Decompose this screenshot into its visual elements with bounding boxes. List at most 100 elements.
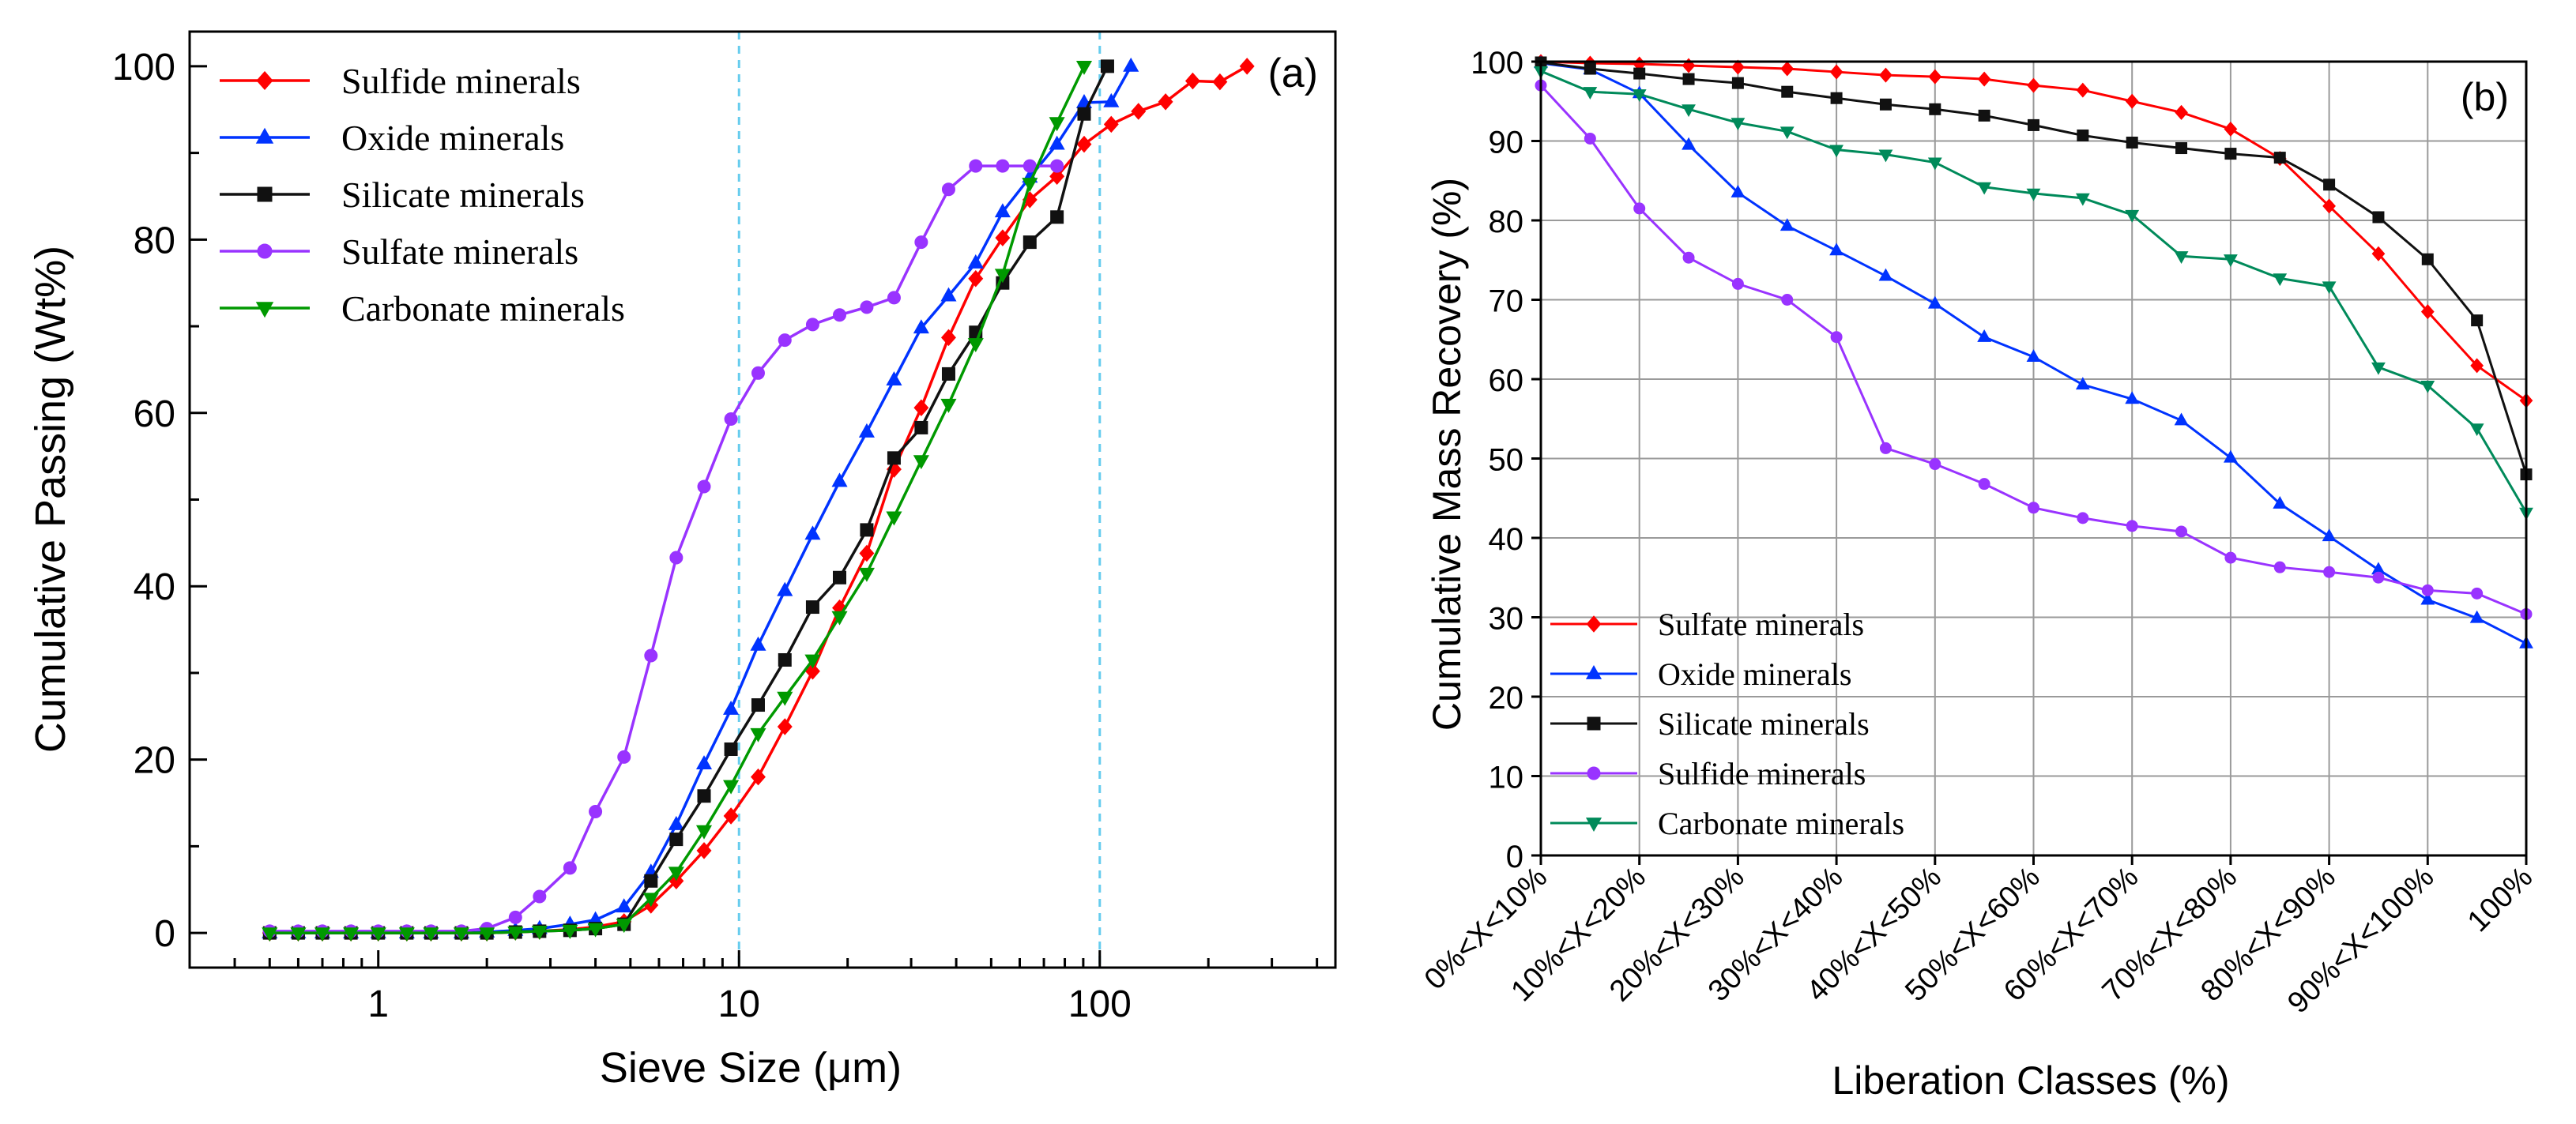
data-point <box>1878 149 1893 163</box>
series-carbonate-minerals <box>262 60 1093 942</box>
data-point <box>2421 584 2434 596</box>
legend-item-silicate-minerals: Silicate minerals <box>1550 706 1870 742</box>
data-point <box>804 662 820 680</box>
data-point <box>2027 77 2040 93</box>
data-point <box>642 893 659 908</box>
data-point <box>563 861 577 875</box>
data-point <box>1158 93 1173 111</box>
data-point <box>1977 329 1992 342</box>
y-tick-label: 60 <box>1489 363 1524 398</box>
data-point <box>1682 251 1695 264</box>
y-tick-label: 80 <box>134 220 175 261</box>
data-point <box>1584 132 1596 145</box>
data-point <box>886 371 902 385</box>
y-tick-label: 0 <box>154 913 175 955</box>
data-point <box>370 927 386 942</box>
data-point <box>617 750 631 764</box>
data-point <box>2421 253 2434 265</box>
data-point <box>1100 59 1114 73</box>
data-point <box>644 874 658 888</box>
data-point <box>2469 423 2484 437</box>
data-point <box>697 479 711 494</box>
data-point <box>2223 449 2238 463</box>
data-point <box>804 654 821 669</box>
data-point <box>914 235 928 250</box>
data-point <box>479 927 495 942</box>
data-point <box>1239 58 1255 75</box>
data-point <box>940 398 957 413</box>
data-point <box>831 611 848 626</box>
data-point <box>1633 67 1646 80</box>
data-point <box>668 866 684 882</box>
data-point <box>2076 82 2090 98</box>
legend-label: Oxide minerals <box>341 118 564 158</box>
data-point <box>1049 135 1065 150</box>
legend-swatch-marker <box>256 70 273 91</box>
data-point <box>1731 277 1744 290</box>
data-point <box>805 318 819 332</box>
data-point <box>1075 60 1093 75</box>
data-point <box>1583 87 1598 100</box>
data-point <box>2323 179 2336 191</box>
data-point <box>2125 391 2140 404</box>
data-point <box>1829 64 1843 80</box>
legend-item-oxide-minerals: Oxide minerals <box>1550 656 1852 692</box>
data-point <box>589 805 603 818</box>
data-point <box>695 755 713 770</box>
series-silicate-minerals <box>1535 56 2533 481</box>
data-point <box>940 329 956 347</box>
data-point <box>777 718 793 735</box>
data-point <box>2471 314 2484 327</box>
data-point <box>860 523 874 537</box>
legend-swatch-marker <box>255 302 274 318</box>
data-point <box>831 472 848 487</box>
data-point <box>940 287 957 302</box>
legend-item-carbonate-minerals: Carbonate minerals <box>1550 806 1904 841</box>
data-point <box>2026 188 2041 201</box>
data-point <box>2077 512 2089 524</box>
data-point <box>995 229 1011 246</box>
data-point <box>833 308 847 322</box>
data-point <box>2175 525 2188 538</box>
y-tick-label: 50 <box>1489 443 1524 478</box>
data-point <box>1731 118 1746 131</box>
legend-item-sulfide-minerals: Sulfide minerals <box>220 61 581 101</box>
data-point <box>994 203 1011 218</box>
data-point <box>587 923 604 938</box>
legend-swatch-marker <box>257 186 273 202</box>
data-point <box>531 926 548 940</box>
data-point <box>723 807 739 825</box>
y-tick-label: 10 <box>1489 761 1524 795</box>
legend-item-sulfide-minerals: Sulfide minerals <box>1550 756 1866 791</box>
data-point <box>858 567 875 582</box>
y-axis-label: Cumulative Mass Recovery (%) <box>1425 178 1469 731</box>
data-point <box>1633 202 1646 215</box>
legend-label: Silicate minerals <box>341 175 585 215</box>
x-axis-label: Liberation Classes (%) <box>1832 1058 2230 1103</box>
data-point <box>1123 57 1139 72</box>
legend-item-oxide-minerals: Oxide minerals <box>220 118 564 158</box>
data-point <box>750 636 766 651</box>
legend-label: Carbonate minerals <box>341 288 625 329</box>
data-point <box>1076 135 1092 153</box>
data-point <box>343 927 360 942</box>
data-point <box>1929 103 1941 115</box>
panel-label: (a) <box>1267 51 1318 96</box>
y-tick-label: 40 <box>134 566 175 608</box>
data-point <box>1131 103 1147 120</box>
data-point <box>967 338 984 353</box>
y-tick-label: 20 <box>1489 681 1524 716</box>
data-point <box>2469 610 2484 623</box>
data-point <box>1682 104 1696 118</box>
legend-label: Sulfate minerals <box>1658 607 1864 642</box>
data-point <box>2223 254 2238 268</box>
data-point <box>860 300 874 314</box>
series-carbonate-minerals <box>1534 66 2533 521</box>
data-point <box>2077 129 2089 141</box>
data-point <box>1781 85 1794 98</box>
legend-swatch-marker <box>1587 716 1601 731</box>
y-tick-label: 30 <box>1489 602 1524 637</box>
data-point <box>507 927 524 942</box>
data-point <box>2323 566 2336 578</box>
data-point <box>941 367 955 381</box>
